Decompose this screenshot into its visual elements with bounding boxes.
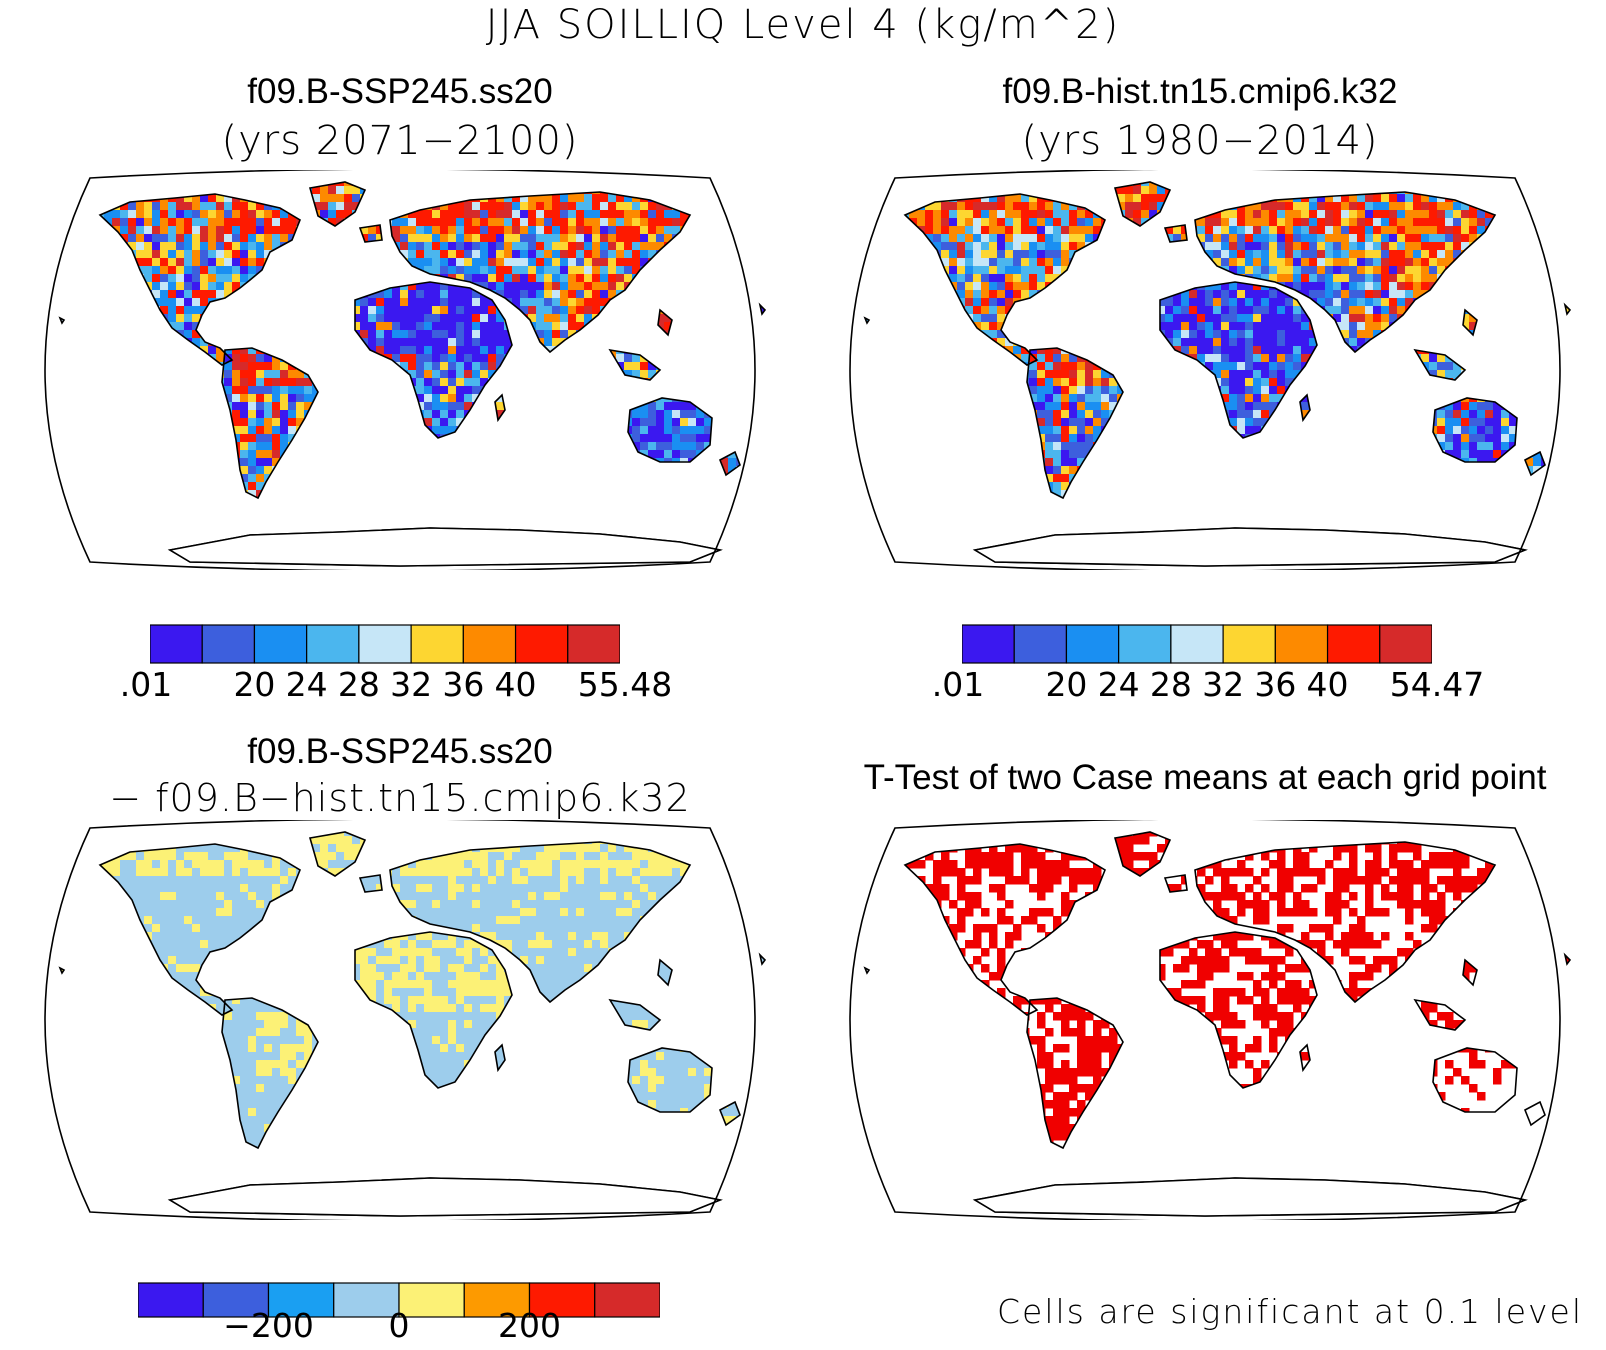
map-panel2 — [849, 170, 1572, 570]
colorbar-swatch — [567, 624, 620, 664]
colorbar-swatch — [594, 1282, 660, 1318]
colorbar-tick-label: 55.48 — [577, 665, 673, 704]
globe-outline — [44, 820, 756, 1220]
colorbar-tick-label: .01 — [931, 665, 985, 704]
colorbar-swatch — [1065, 624, 1120, 664]
panel3-title: f09.B-SSP245.ss20 — [247, 732, 553, 771]
panel4-title: T-Test of two Case means at each grid po… — [863, 758, 1547, 797]
panel1-title: f09.B-SSP245.ss20 — [247, 72, 553, 111]
colorbar-swatch — [253, 624, 308, 664]
colorbar-tick-label: 36 — [1254, 665, 1297, 704]
colorbar-swatch — [150, 624, 203, 664]
coastline-south-america — [221, 997, 319, 1150]
coastline-greenland — [1113, 831, 1172, 877]
colorbar-tick-label: 28 — [337, 665, 380, 704]
colorbar-swatch — [306, 624, 360, 664]
colorbar-tick-label: 24 — [285, 665, 328, 704]
colorbar-tick-label: 36 — [442, 665, 485, 704]
coastline-north-america — [98, 843, 301, 1016]
colorbar-swatch — [358, 624, 412, 664]
colorbar-panel2-ticks: .01 20 24 28 32 36 40 54.47 — [0, 665, 1606, 705]
colorbar-swatch — [1326, 624, 1381, 664]
coastline-australia — [1432, 397, 1518, 463]
coastline-south-america — [1026, 347, 1124, 500]
globe-outline — [44, 170, 756, 570]
coastline-south-america — [1026, 997, 1124, 1150]
panel1-subtitle: (yrs 2071−2100) — [221, 118, 579, 164]
coastline-africa — [1159, 931, 1318, 1089]
colorbar-tick-label: 40 — [494, 665, 537, 704]
colorbar-swatch — [514, 624, 569, 664]
significance-note: Cells are significant at 0.1 level — [996, 1292, 1584, 1331]
globe-outline — [849, 820, 1561, 1220]
colorbar-swatch — [962, 624, 1015, 664]
colorbar-swatch — [398, 1282, 465, 1318]
colorbar-tick-label: .01 — [119, 665, 173, 704]
colorbar-panel3 — [138, 1282, 660, 1318]
colorbar-tick-label: 24 — [1097, 665, 1140, 704]
coastline-africa — [354, 281, 513, 439]
coastline-north-america — [903, 193, 1106, 366]
colorbar-swatch — [462, 624, 517, 664]
coastline-north-america — [903, 843, 1106, 1016]
panel3-subtitle: − f09.B−hist.tn15.cmip6.k32 — [109, 776, 691, 820]
colorbar-swatch — [138, 1282, 204, 1318]
colorbar-panel2 — [962, 624, 1432, 664]
coastline-north-america — [98, 193, 301, 366]
coastline-greenland — [308, 831, 367, 877]
colorbar-tick-label: 40 — [1306, 665, 1349, 704]
colorbar-tick-label: 32 — [1202, 665, 1245, 704]
colorbar-tick-label: 20 — [1045, 665, 1088, 704]
colorbar-swatch — [1118, 624, 1172, 664]
map-panel3 — [44, 820, 767, 1220]
coastline-greenland — [308, 181, 367, 227]
colorbar-swatch — [528, 1282, 596, 1318]
colorbar-panel3-ticks: −200 0 200 — [0, 1306, 800, 1346]
colorbar-swatch — [202, 1282, 270, 1318]
coastline-africa — [354, 931, 513, 1089]
map-panel4 — [849, 820, 1572, 1220]
colorbar-swatch — [1274, 624, 1329, 664]
colorbar-tick-label: 28 — [1149, 665, 1192, 704]
colorbar-swatch — [1222, 624, 1276, 664]
coastline-greenland — [1113, 181, 1172, 227]
colorbar-swatch — [1170, 624, 1224, 664]
colorbar-panel1 — [150, 624, 620, 664]
colorbar-tick-label: 32 — [390, 665, 433, 704]
colorbar-tick-label: 20 — [233, 665, 276, 704]
colorbar-tick-label: −200 — [223, 1306, 314, 1345]
coastline-australia — [627, 1047, 713, 1113]
coastline-australia — [1432, 1047, 1518, 1113]
colorbar-swatch — [463, 1282, 531, 1318]
coastline-africa — [1159, 281, 1318, 439]
coastline-europe-asia — [389, 191, 692, 354]
colorbar-swatch — [201, 624, 256, 664]
globe-outline — [849, 170, 1561, 570]
colorbar-tick-label: 200 — [498, 1306, 561, 1345]
colorbar-swatch — [1379, 624, 1432, 664]
colorbar-swatch — [333, 1282, 400, 1318]
figure-title: JJA SOILLIQ Level 4 (kg/m^2) — [485, 2, 1121, 48]
colorbar-panel1-ticks: .01 20 24 28 32 36 40 55.48 — [0, 665, 800, 705]
coastline-south-america — [221, 347, 319, 500]
colorbar-tick-label: 54.47 — [1389, 665, 1485, 704]
colorbar-swatch — [1013, 624, 1068, 664]
colorbar-swatch — [267, 1282, 335, 1318]
colorbar-swatch — [410, 624, 464, 664]
coastline-europe-asia — [1194, 841, 1497, 1004]
coastline-europe-asia — [389, 841, 692, 1004]
panel2-subtitle: (yrs 1980−2014) — [1021, 118, 1379, 164]
map-panel1 — [44, 170, 767, 570]
colorbar-tick-label: 0 — [388, 1306, 410, 1345]
coastline-europe-asia — [1194, 191, 1497, 354]
panel2-title: f09.B-hist.tn15.cmip6.k32 — [1002, 72, 1398, 111]
coastline-australia — [627, 397, 713, 463]
